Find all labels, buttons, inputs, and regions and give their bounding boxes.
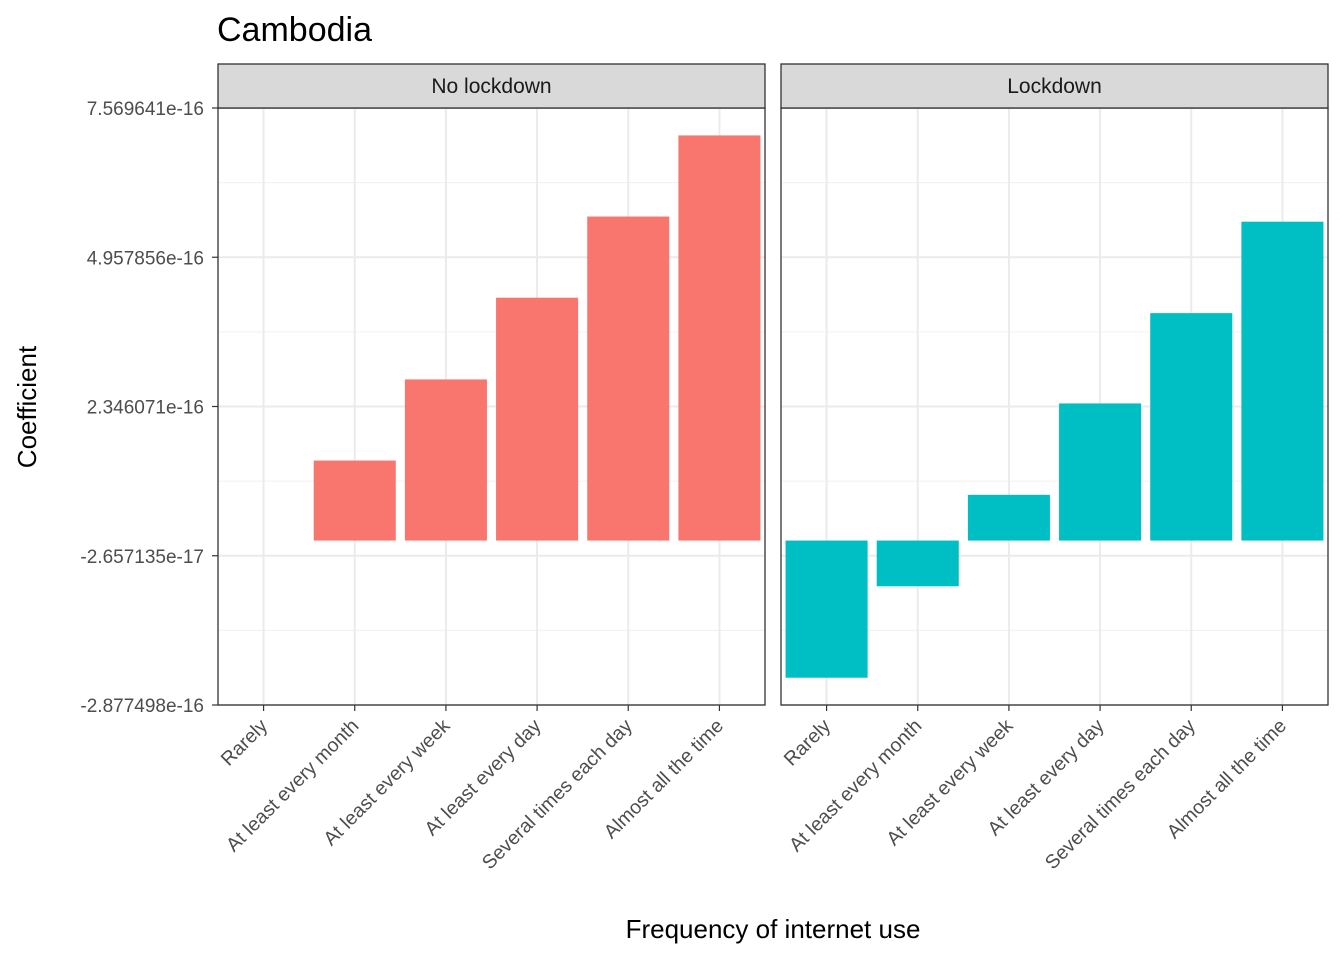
bar: [1059, 403, 1142, 541]
y-tick-label: -2.877498e-16: [80, 696, 204, 717]
bar: [587, 216, 670, 541]
bar: [967, 494, 1050, 541]
y-tick-label: -2.657135e-17: [80, 547, 204, 568]
bar: [313, 460, 396, 541]
bar: [785, 540, 868, 678]
facet-strip: [217, 63, 766, 109]
bar: [496, 297, 579, 541]
y-tick-label: 4.957856e-16: [87, 248, 204, 269]
bar: [1150, 313, 1233, 541]
x-tick-label: Several times each day: [478, 715, 637, 874]
bar: [1241, 221, 1324, 541]
x-axis-title: Frequency of internet use: [626, 914, 921, 944]
facet-strip-label: No lockdown: [431, 75, 551, 98]
bar: [404, 379, 487, 541]
bar: [678, 135, 761, 541]
y-axis-title: Coefficient: [12, 345, 42, 468]
y-tick-label: 7.569641e-16: [87, 99, 204, 120]
facet-strip-label: Lockdown: [1007, 75, 1102, 98]
bar: [876, 540, 959, 587]
x-tick-label: Rarely: [780, 715, 836, 771]
facet-strip: [780, 63, 1329, 109]
x-tick-label: Rarely: [217, 715, 273, 771]
chart-title: Cambodia: [217, 11, 372, 49]
y-axis: 7.569641e-16 4.957856e-16 2.346071e-16 -2.6…: [80, 99, 218, 717]
y-tick-label: 2.346071e-16: [87, 398, 204, 419]
x-tick-label: Several times each day: [1041, 715, 1200, 874]
